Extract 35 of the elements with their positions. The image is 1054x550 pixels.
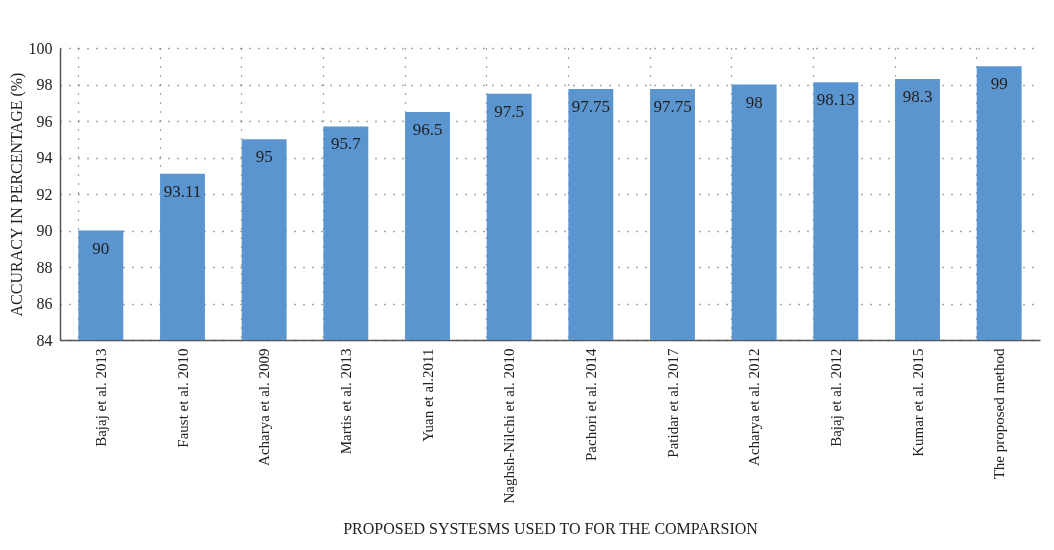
data-label: 97.75 <box>653 97 692 117</box>
data-label: 90 <box>92 238 110 258</box>
x-tick-label: Martis et al. 2013 <box>337 348 354 455</box>
y-tick-label: 88 <box>36 258 53 276</box>
x-tick-label: Acharya et al. 2012 <box>746 348 763 466</box>
x-tick-label: Bajaj et al. 2012 <box>827 348 844 447</box>
y-tick-label: 96 <box>36 112 53 130</box>
y-tick-label: 92 <box>36 185 53 203</box>
data-label: 98.13 <box>816 90 855 110</box>
x-tick-label: The proposed method <box>991 348 1008 480</box>
y-axis-title: ACCURACY IN PERCENTAGE (%) <box>7 72 26 317</box>
y-tick-label: 86 <box>36 295 53 312</box>
y-tick-label: 98 <box>36 76 53 93</box>
y-tick-label: 90 <box>36 222 53 239</box>
x-axis-title: PROPOSED SYSTESMS USED TO FOR THE COMPARSION <box>343 520 759 538</box>
data-label: 98.3 <box>902 87 933 107</box>
data-label: 96.5 <box>412 119 443 139</box>
data-label: 97.5 <box>494 101 525 121</box>
x-tick-label: Faust et al. 2010 <box>174 348 191 448</box>
x-tick-label: Naghsh-Nilchi et al. 2010 <box>501 348 518 504</box>
data-label: 95.7 <box>330 134 362 154</box>
data-label: 97.75 <box>571 97 610 117</box>
y-tick-label: 100 <box>28 39 53 57</box>
data-label: 93.11 <box>163 181 202 201</box>
y-tick-label: 94 <box>36 149 53 166</box>
x-tick-label: Pachori et al. 2014 <box>582 348 599 461</box>
x-tick-label: Kumar et al. 2015 <box>909 348 926 457</box>
data-label: 98 <box>745 92 763 112</box>
x-tick-label: Patidar et al. 2017 <box>664 348 681 458</box>
x-tick-label: Yuan et al.2011 <box>419 348 436 442</box>
y-tick-label: 84 <box>36 331 53 349</box>
data-label: 99 <box>990 74 1008 94</box>
x-tick-label: Acharya et al. 2009 <box>256 348 273 466</box>
x-tick-label: Bajaj et al. 2013 <box>92 348 109 447</box>
data-label: 95 <box>255 147 273 167</box>
